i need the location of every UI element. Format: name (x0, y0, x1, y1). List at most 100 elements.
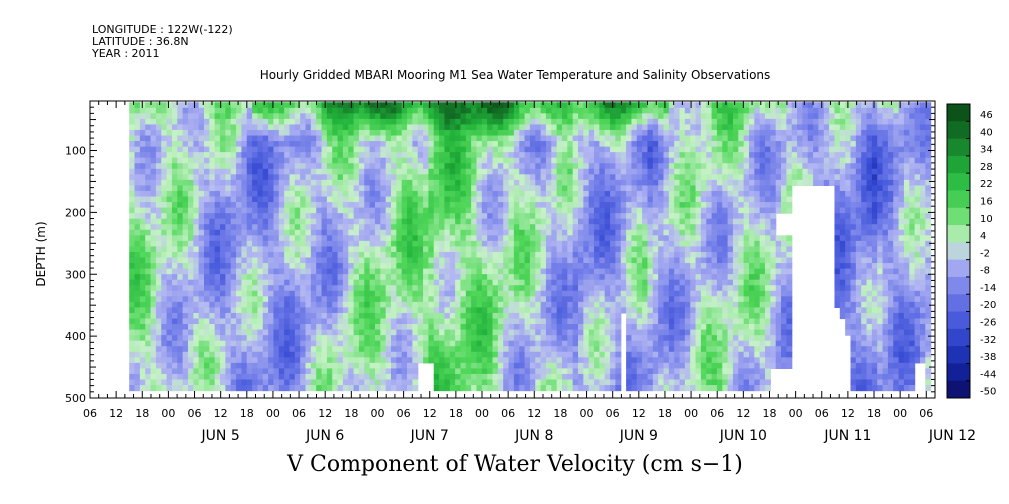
heatmap-cell (529, 124, 536, 131)
heatmap-cell (204, 385, 210, 392)
heatmap-cell (476, 113, 483, 120)
heatmap-cell (594, 285, 600, 292)
heatmap-cell (326, 251, 333, 259)
heatmap-cell (412, 268, 419, 275)
heatmap-cell (385, 263, 392, 270)
heatmap-cell (284, 102, 291, 109)
heatmap-cell (449, 224, 456, 231)
heatmap-cell (273, 324, 280, 331)
heatmap-cell (524, 174, 531, 181)
heatmap-cell (519, 102, 526, 109)
heatmap-cell (508, 362, 515, 369)
heatmap-cell (561, 240, 568, 247)
heatmap-cell (535, 324, 542, 331)
heatmap-cell (246, 146, 253, 153)
heatmap-cell (353, 362, 360, 369)
heatmap-cell (252, 102, 259, 109)
heatmap-cell (284, 257, 291, 264)
heatmap-cell (535, 246, 542, 253)
heatmap-cell (220, 129, 226, 137)
heatmap-cell (460, 274, 467, 281)
heatmap-cell (246, 379, 253, 386)
heatmap-cell (369, 318, 376, 325)
heatmap-cell (578, 229, 584, 236)
heatmap-cell (374, 379, 381, 386)
heatmap-cell (262, 274, 269, 281)
heatmap-cell (332, 129, 339, 137)
heatmap-cell (417, 163, 424, 170)
heatmap-cell (220, 324, 226, 331)
heatmap-cell (444, 279, 451, 286)
heatmap-cell (524, 113, 531, 120)
heatmap-cell (257, 113, 264, 120)
heatmap-cell (380, 179, 387, 187)
heatmap-cell (583, 373, 590, 381)
heatmap-cell (642, 224, 649, 231)
heatmap-cell (364, 274, 371, 281)
heatmap-cell (155, 168, 162, 175)
heatmap-cell (556, 207, 563, 214)
heatmap-cell (246, 113, 253, 120)
heatmap-cell (460, 207, 467, 214)
heatmap-cell (465, 218, 472, 225)
heatmap-cell (220, 373, 226, 381)
heatmap-cell (556, 362, 563, 369)
heatmap-cell (348, 129, 355, 137)
heatmap-cell (139, 196, 146, 203)
heatmap-cell (449, 135, 456, 142)
heatmap-cell (535, 257, 542, 264)
heatmap-cell (284, 229, 291, 236)
heatmap-cell (166, 129, 173, 137)
heatmap-cell (455, 362, 462, 369)
heatmap-cell (615, 274, 622, 281)
heatmap-cell (316, 168, 323, 175)
heatmap-cell (332, 152, 339, 159)
heatmap-cell (439, 312, 446, 320)
heatmap-cell (300, 246, 307, 253)
heatmap-cell (380, 202, 387, 209)
heatmap-cell (455, 196, 462, 203)
heatmap-cell (444, 296, 451, 303)
heatmap-cell (556, 335, 563, 342)
heatmap-cell (230, 141, 237, 148)
heatmap-cell (342, 329, 349, 336)
heatmap-cell (241, 335, 248, 342)
heatmap-cell (161, 235, 168, 242)
heatmap-cell (636, 368, 643, 375)
heatmap-cell (268, 274, 275, 281)
heatmap-cell (567, 179, 574, 187)
heatmap-cell (551, 346, 558, 353)
heatmap-cell (465, 229, 472, 236)
heatmap-cell (294, 135, 301, 142)
heatmap-cell (204, 163, 210, 170)
heatmap-cell (166, 179, 173, 187)
heatmap-cell (342, 285, 349, 292)
heatmap-cell (171, 312, 178, 320)
heatmap-cell (220, 157, 226, 164)
heatmap-cell (220, 307, 226, 314)
heatmap-cell (182, 290, 189, 297)
heatmap-cell (316, 379, 323, 386)
heatmap-cell (631, 290, 638, 297)
heatmap-cell (268, 268, 275, 275)
heatmap-cell (535, 318, 542, 325)
heatmap-cell (626, 185, 633, 192)
heatmap-cell (594, 113, 600, 120)
heatmap-cell (241, 113, 248, 120)
heatmap-cell (481, 179, 488, 187)
heatmap-cell (578, 185, 584, 192)
heatmap-cell (465, 113, 472, 120)
heatmap-cell (631, 240, 638, 247)
heatmap-cell (171, 196, 178, 203)
heatmap-cell (626, 163, 633, 170)
heatmap-cell (476, 274, 483, 281)
heatmap-cell (150, 351, 157, 358)
heatmap-cell (572, 362, 579, 369)
heatmap-cell (540, 107, 547, 114)
heatmap-cell (513, 368, 520, 375)
heatmap-cell (519, 202, 526, 209)
heatmap-cell (401, 318, 408, 325)
heatmap-cell (294, 196, 301, 203)
heatmap-cell (492, 274, 499, 281)
heatmap-cell (620, 135, 627, 142)
